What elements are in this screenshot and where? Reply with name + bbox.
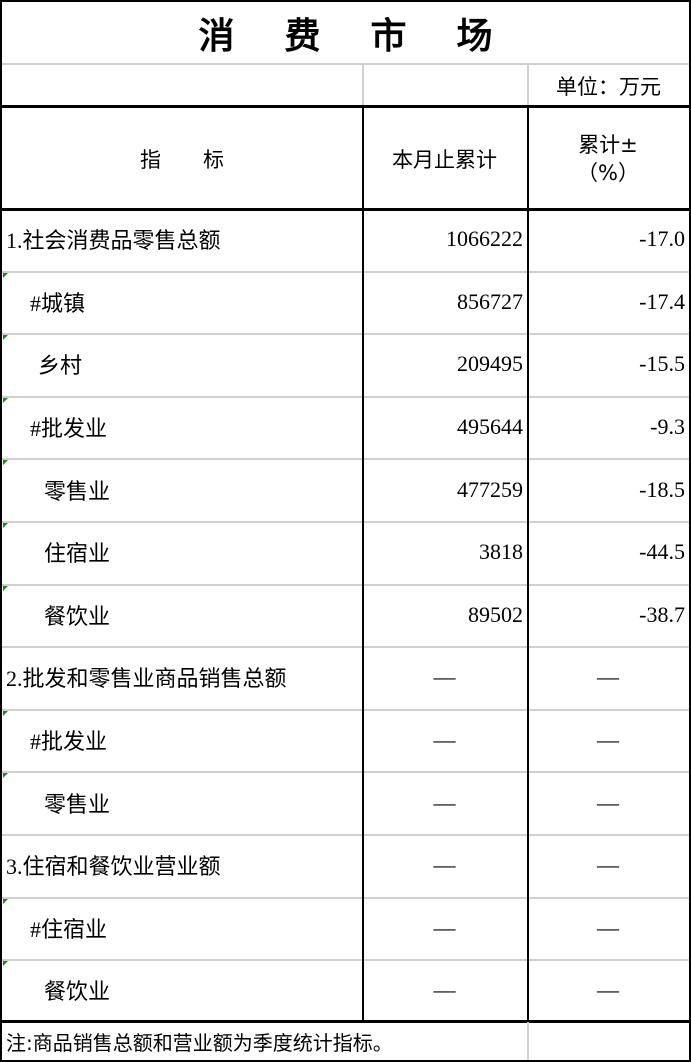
cell-marker-icon [3, 522, 9, 528]
column-divider [362, 105, 364, 1021]
cell-marker-icon [3, 584, 9, 591]
header-indicator: 指 标 [140, 147, 224, 172]
cell-marker-icon [3, 334, 9, 341]
row-growth: — [597, 727, 619, 753]
header-cumulative: 本月止累计 [392, 147, 497, 172]
row-value: 1066222 [446, 226, 523, 252]
cell-marker-icon [3, 897, 9, 904]
cell-marker-icon [3, 709, 9, 716]
row-divider [2, 395, 689, 398]
row-growth: -44.5 [639, 539, 685, 565]
row-label: #批发业 [30, 416, 108, 442]
row-label: 3.住宿和餐饮业营业额 [6, 854, 221, 880]
row-divider [2, 646, 689, 649]
row-value: 209495 [457, 351, 523, 377]
row-value: 3818 [479, 539, 523, 565]
row-value: 89502 [468, 601, 523, 627]
row-label: 餐饮业 [44, 979, 111, 1005]
row-growth: — [597, 789, 619, 815]
unit-divider [362, 65, 364, 105]
row-divider [2, 708, 689, 711]
row-label: #批发业 [30, 729, 108, 755]
row-growth: -17.4 [639, 288, 685, 314]
row-growth: — [597, 914, 619, 940]
row-growth: -18.5 [639, 476, 685, 502]
footer-line [2, 1020, 689, 1023]
row-growth: — [597, 977, 619, 1003]
row-value: 495644 [457, 414, 523, 440]
header-bottom-line [2, 208, 689, 211]
row-label: 餐饮业 [44, 603, 111, 629]
cell-marker-icon [3, 960, 9, 967]
row-value: — [433, 977, 456, 1003]
row-divider [2, 771, 689, 774]
row-label: 零售业 [44, 791, 111, 817]
row-divider [2, 270, 689, 273]
row-divider [2, 333, 689, 336]
row-growth: -38.7 [639, 601, 685, 627]
header-top-line [2, 105, 689, 108]
row-label: 1.社会消费品零售总额 [6, 228, 221, 254]
cell-marker-icon [3, 772, 9, 779]
row-label: 零售业 [44, 478, 111, 504]
row-divider [2, 583, 689, 586]
row-value: — [433, 727, 456, 753]
row-divider [2, 458, 689, 461]
unit-divider [527, 65, 529, 105]
row-growth: -17.0 [639, 226, 685, 252]
footer-divider [527, 1022, 529, 1060]
row-divider [2, 521, 689, 523]
row-growth: — [597, 852, 619, 878]
header-growth-line1: 累计± [578, 132, 638, 157]
row-divider [2, 834, 689, 836]
row-divider [2, 896, 689, 899]
cell-marker-icon [3, 271, 9, 278]
header-growth-line2: （%） [577, 160, 639, 185]
row-value: — [433, 852, 456, 878]
row-label: 住宿业 [44, 541, 111, 567]
row-growth: -15.5 [639, 351, 685, 377]
row-value: — [433, 664, 456, 690]
header-growth: 累计± （%） [527, 107, 689, 210]
row-label: 2.批发和零售业商品销售总额 [6, 666, 287, 692]
row-value: 856727 [457, 288, 523, 314]
cell-marker-icon [3, 459, 9, 466]
footnote: 注:商品销售总额和营业额为季度统计指标。 [6, 1030, 393, 1055]
row-label: 乡村 [38, 353, 83, 379]
unit-label: 单位：万元 [556, 75, 661, 99]
row-growth: — [597, 664, 619, 690]
cell-marker-icon [3, 396, 9, 403]
row-growth: -9.3 [650, 414, 685, 440]
row-label: #城镇 [30, 290, 86, 316]
page-title: 消费市场 [2, 2, 689, 65]
row-divider [2, 959, 689, 962]
row-label: #住宿业 [30, 916, 108, 942]
row-value: 477259 [457, 476, 523, 502]
row-value: — [433, 914, 456, 940]
column-divider [527, 105, 529, 1021]
row-value: — [433, 789, 456, 815]
